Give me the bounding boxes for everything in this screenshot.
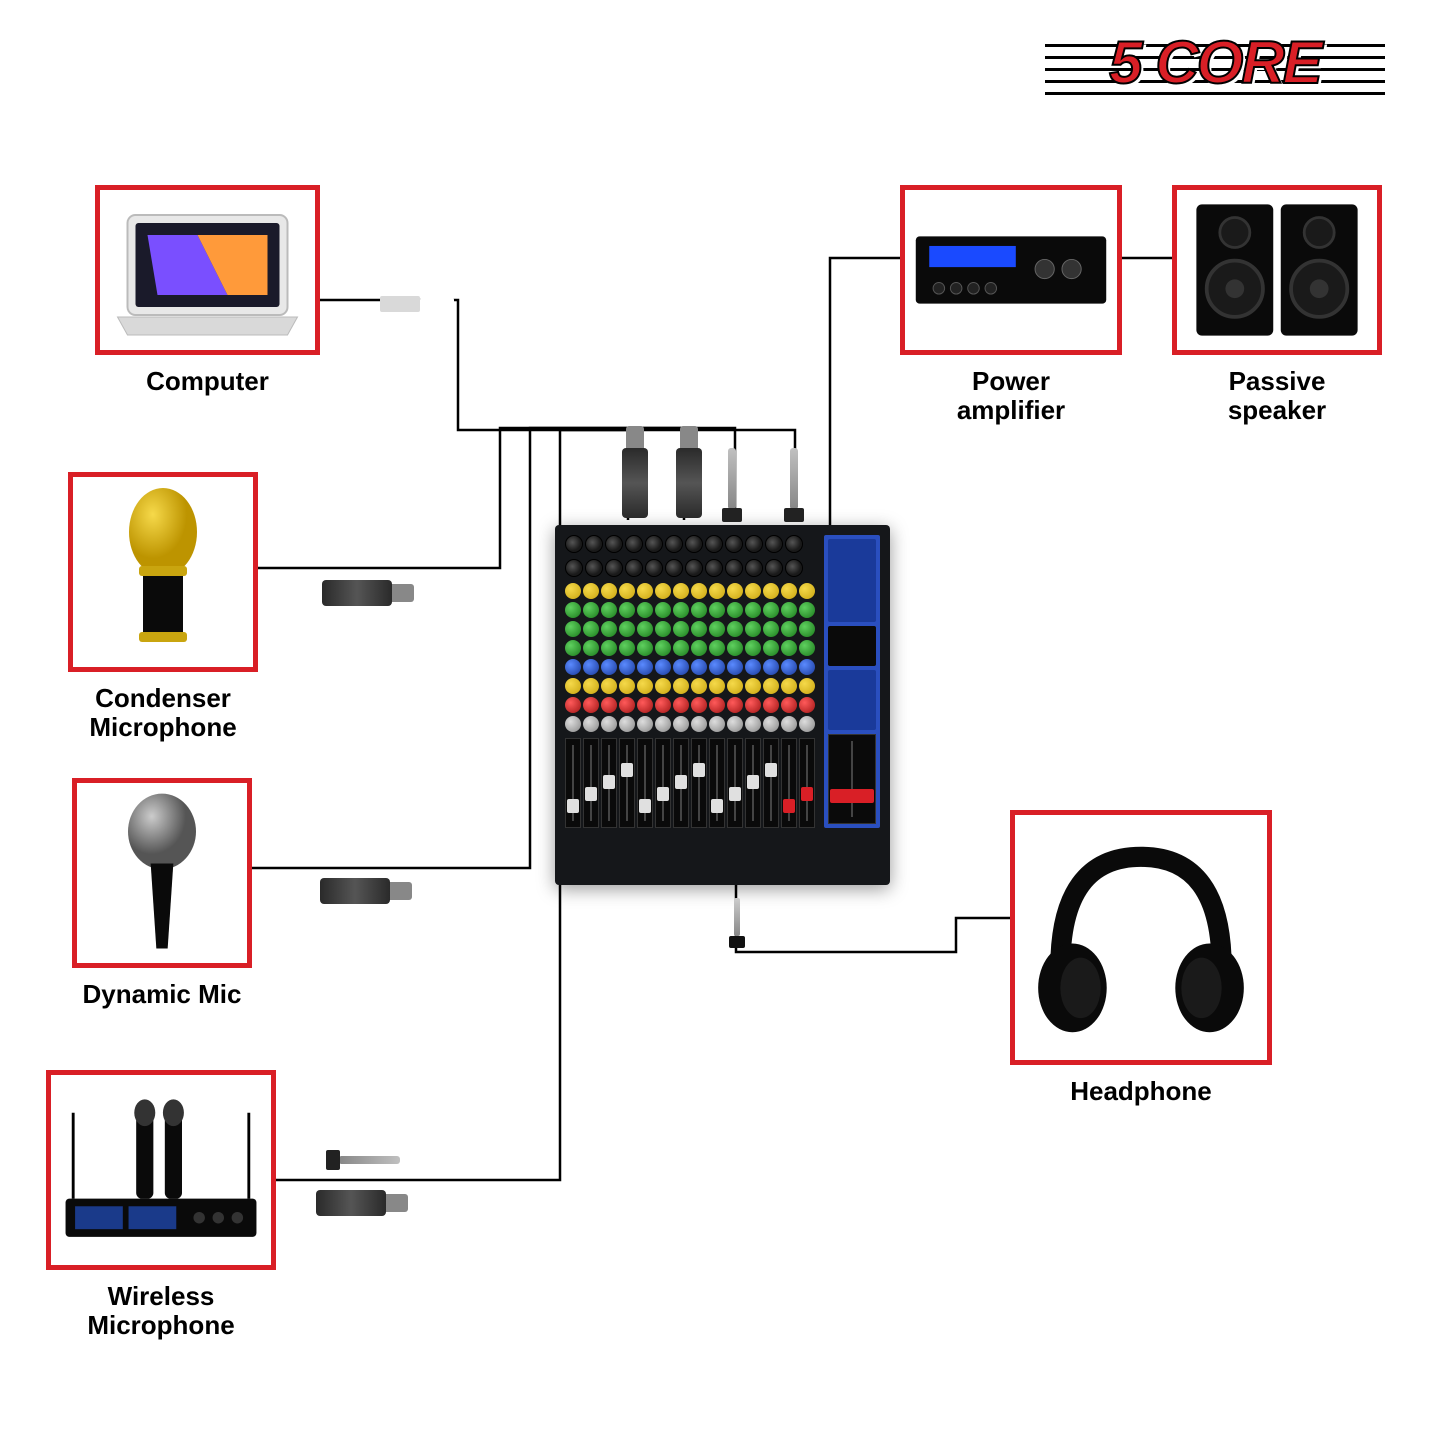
node-dynamic: Dynamic Mic <box>72 778 252 1009</box>
audio-mixer <box>555 525 890 885</box>
node-box-amplifier <box>900 185 1122 355</box>
node-label-condenser: CondenserMicrophone <box>89 684 236 741</box>
node-amplifier: Poweramplifier <box>900 185 1122 424</box>
wire-amplifier <box>830 258 900 525</box>
connector-xlr-v <box>622 448 648 518</box>
node-box-dynamic <box>72 778 252 968</box>
node-box-headphone <box>1010 810 1272 1065</box>
node-speaker: Passivespeaker <box>1172 185 1382 424</box>
wire-computer <box>320 300 628 520</box>
connector-trs-v <box>790 448 798 508</box>
node-label-speaker: Passivespeaker <box>1228 367 1326 424</box>
brand-logo: 5 CORE <box>1045 36 1385 100</box>
node-box-computer <box>95 185 320 355</box>
connector-xlr <box>322 580 392 606</box>
node-headphone: Headphone <box>1010 810 1272 1106</box>
node-label-wireless: WirelessMicrophone <box>87 1282 234 1339</box>
node-box-wireless <box>46 1070 276 1270</box>
node-label-dynamic: Dynamic Mic <box>83 980 242 1009</box>
node-label-headphone: Headphone <box>1070 1077 1212 1106</box>
node-box-condenser <box>68 472 258 672</box>
connector-xlr <box>320 878 390 904</box>
connector-xlr-v <box>676 448 702 518</box>
connector-trs-v <box>728 448 736 508</box>
connector-mini <box>734 898 740 936</box>
connector-usb <box>380 296 420 312</box>
brand-text: 5 CORE <box>1109 28 1320 97</box>
connector-trs <box>340 1156 400 1164</box>
node-label-amplifier: Poweramplifier <box>957 367 1065 424</box>
node-box-speaker <box>1172 185 1382 355</box>
node-wireless: WirelessMicrophone <box>46 1070 276 1339</box>
node-condenser: CondenserMicrophone <box>68 472 258 741</box>
node-computer: Computer <box>95 185 320 396</box>
connector-xlr <box>316 1190 386 1216</box>
logo-staff-lines: 5 CORE <box>1045 36 1385 100</box>
node-label-computer: Computer <box>146 367 269 396</box>
wire-headphone <box>736 885 1010 952</box>
